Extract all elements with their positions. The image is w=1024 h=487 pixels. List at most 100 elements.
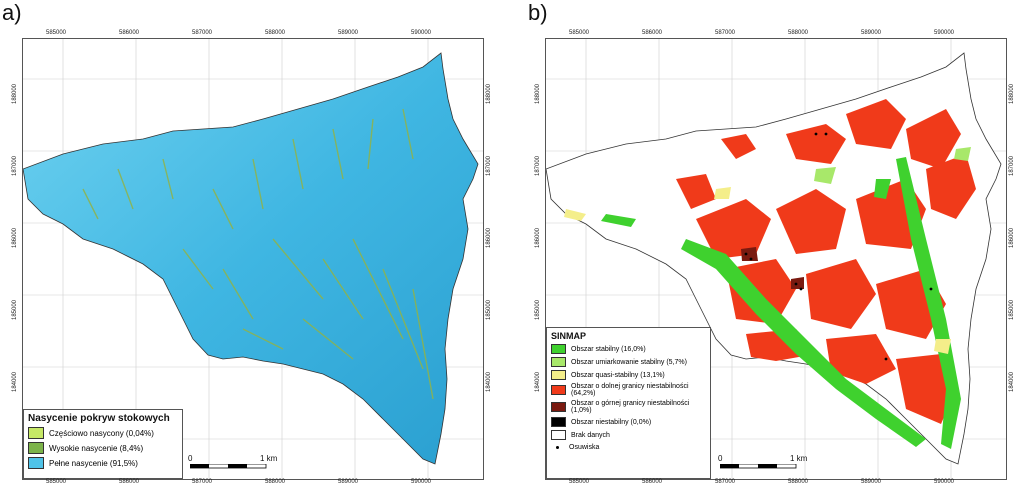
panel-b-label: b) <box>528 0 548 25</box>
legend-b-swatch <box>551 357 566 367</box>
b-ytick: 184000 <box>535 371 541 392</box>
scalebar-a-start: 0 <box>188 454 193 463</box>
b-xtick-bottom: 585000 <box>569 479 590 485</box>
legend-b-swatch <box>551 430 566 440</box>
scalebar-b: 0 1 km <box>718 454 808 472</box>
b-ytick-right: 184000 <box>1009 371 1015 392</box>
b-ytick-right: 186000 <box>1009 227 1015 248</box>
scalebar-b-bar <box>720 464 797 469</box>
legend-b-label: Obszar o górnej granicy niestabilności (… <box>571 400 690 414</box>
landslide-point-icon <box>551 443 564 451</box>
b-xtick: 589000 <box>861 30 882 36</box>
legend-b-label: Obszar quasi-stabilny (13,1%) <box>571 371 665 379</box>
a-ytick: 187000 <box>12 155 18 176</box>
a-xtick-bottom: 585000 <box>46 479 67 485</box>
moderate-stable-patches <box>814 147 971 184</box>
a-xtick: 586000 <box>119 30 140 36</box>
legend-b-label: Brak danych <box>571 431 610 439</box>
b-xtick-bottom: 586000 <box>642 479 663 485</box>
scalebar-a-end: 1 km <box>260 454 278 463</box>
a-xtick-bottom: 590000 <box>411 479 432 485</box>
legend-a-label: Pełne nasycenie (91,5%) <box>49 458 138 468</box>
scalebar-b-start: 0 <box>718 454 723 463</box>
panel-a-label: a) <box>2 0 22 25</box>
legend-b-swatch <box>551 385 566 395</box>
legend-b-label: Obszar stabilny (16,0%) <box>571 345 646 353</box>
b-ytick-right: 188000 <box>1009 83 1015 104</box>
b-xtick-bottom: 589000 <box>861 479 882 485</box>
scalebar-a-bar <box>190 464 267 469</box>
legend-a-title: Nasycenie pokryw stokowych <box>28 413 170 424</box>
legend-b-label: Obszar umiarkowanie stabilny (5,7%) <box>571 358 687 366</box>
a-xtick: 588000 <box>265 30 286 36</box>
a-ytick: 186000 <box>12 227 18 248</box>
legend-b-title: SINMAP <box>551 331 587 341</box>
catchment-a <box>23 52 479 465</box>
b-xtick: 585000 <box>569 30 590 36</box>
a-xtick: 587000 <box>192 30 213 36</box>
legend-b-label: Obszar o dolnej granicy niestabilności (… <box>571 383 689 397</box>
legend-a-swatch <box>28 427 44 439</box>
scalebar-b-end: 1 km <box>790 454 808 463</box>
a-xtick-bottom: 588000 <box>265 479 286 485</box>
legend-b-row: Obszar o dolnej granicy niestabilności (… <box>551 383 706 397</box>
legend-a: Nasycenie pokryw stokowych Częściowo nas… <box>23 409 183 479</box>
b-xtick-bottom: 588000 <box>788 479 809 485</box>
map-b-frame: SINMAP Obszar stabilny (16,0%) Obszar um… <box>545 38 1007 480</box>
legend-a-swatch <box>28 457 44 469</box>
legend-a-swatch <box>28 442 44 454</box>
legend-b-row: Osuwiska <box>551 443 706 451</box>
map-b-canvas <box>546 39 1006 479</box>
legend-b-row: Obszar quasi-stabilny (13,1%) <box>551 370 706 380</box>
b-ytick: 188000 <box>535 83 541 104</box>
scalebar-a: 0 1 km <box>188 454 278 472</box>
a-ytick-right: 186000 <box>486 227 492 248</box>
saturation-streaks <box>82 108 434 400</box>
legend-a-label: Częściowo nasycony (0,04%) <box>49 428 154 438</box>
b-ytick: 185000 <box>535 299 541 320</box>
legend-b-row: Obszar niestabilny (0,0%) <box>551 417 706 427</box>
a-ytick: 184000 <box>12 371 18 392</box>
b-ytick-right: 187000 <box>1009 155 1015 176</box>
a-ytick: 185000 <box>12 299 18 320</box>
a-xtick-bottom: 589000 <box>338 479 359 485</box>
a-xtick-bottom: 586000 <box>119 479 140 485</box>
b-ytick: 187000 <box>535 155 541 176</box>
b-xtick: 586000 <box>642 30 663 36</box>
legend-b-row: Brak danych <box>551 430 706 440</box>
b-xtick: 588000 <box>788 30 809 36</box>
a-xtick: 589000 <box>338 30 359 36</box>
legend-a-row: Częściowo nasycony (0,04%) <box>28 427 178 439</box>
legend-a-row: Pełne nasycenie (91,5%) <box>28 457 178 469</box>
a-xtick: 585000 <box>46 30 67 36</box>
a-ytick-right: 188000 <box>486 83 492 104</box>
legend-b-row: Obszar stabilny (16,0%) <box>551 344 706 354</box>
a-ytick-right: 187000 <box>486 155 492 176</box>
stable-patches <box>601 157 961 449</box>
a-ytick-right: 185000 <box>486 299 492 320</box>
a-xtick-bottom: 587000 <box>192 479 213 485</box>
legend-b-swatch <box>551 402 566 412</box>
b-xtick: 587000 <box>715 30 736 36</box>
legend-b-swatch <box>551 344 566 354</box>
a-ytick: 188000 <box>12 83 18 104</box>
legend-b-label: Obszar niestabilny (0,0%) <box>571 418 652 426</box>
b-xtick-bottom: 587000 <box>715 479 736 485</box>
landslide-points <box>744 132 933 361</box>
legend-a-row: Wysokie nasycenie (8,4%) <box>28 442 178 454</box>
a-xtick: 590000 <box>411 30 432 36</box>
b-xtick-bottom: 590000 <box>934 479 955 485</box>
a-ytick-right: 184000 <box>486 371 492 392</box>
legend-b-row: Obszar o górnej granicy niestabilności (… <box>551 400 706 414</box>
b-ytick: 186000 <box>535 227 541 248</box>
legend-b-row: Obszar umiarkowanie stabilny (5,7%) <box>551 357 706 367</box>
legend-b-swatch <box>551 370 566 380</box>
b-ytick-right: 185000 <box>1009 299 1015 320</box>
legend-a-label: Wysokie nasycenie (8,4%) <box>49 443 144 453</box>
legend-b: SINMAP Obszar stabilny (16,0%) Obszar um… <box>546 327 711 479</box>
b-xtick: 590000 <box>934 30 955 36</box>
legend-b-swatch <box>551 417 566 427</box>
map-a-frame: Nasycenie pokryw stokowych Częściowo nas… <box>22 38 484 480</box>
quasi-stable-patches <box>564 187 951 354</box>
legend-b-label: Osuwiska <box>569 443 600 451</box>
